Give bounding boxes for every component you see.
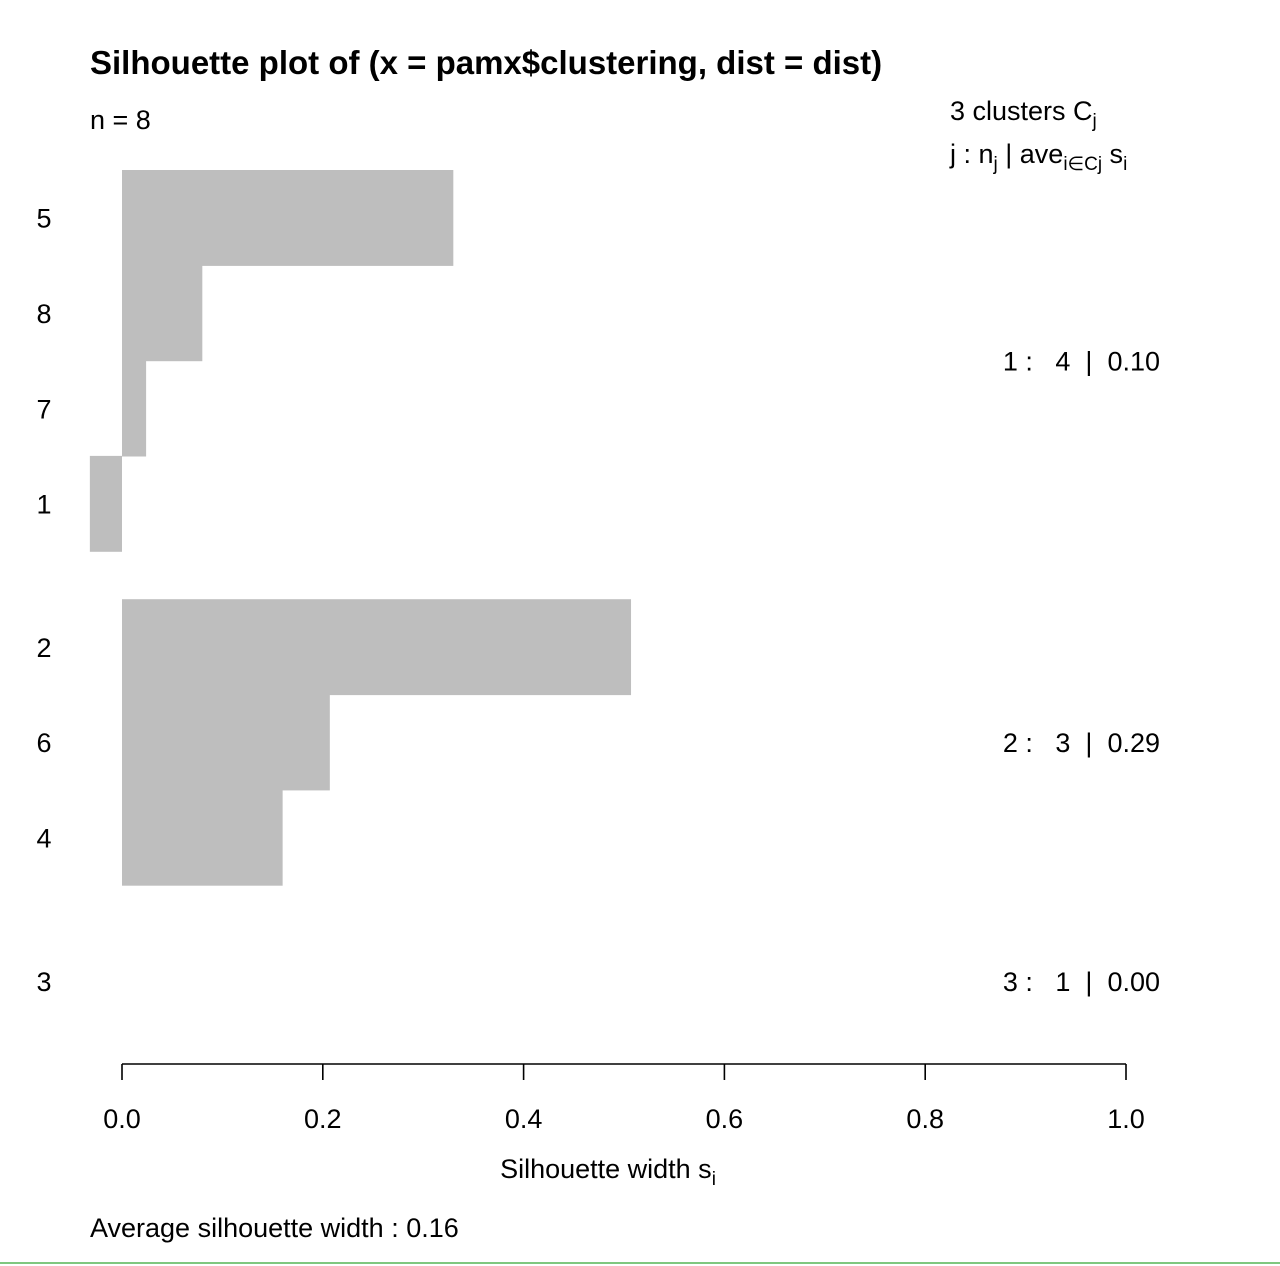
x-tick-label: 1.0 bbox=[1107, 1104, 1145, 1134]
chart-title: Silhouette plot of (x = pamx$clustering,… bbox=[90, 44, 882, 81]
row-label: 3 bbox=[36, 967, 51, 997]
average-silhouette-width: Average silhouette width : 0.16 bbox=[90, 1213, 459, 1243]
legend-header-a: j : n bbox=[949, 139, 994, 169]
row-label: 1 bbox=[36, 490, 51, 520]
legend-header-b: | ave bbox=[998, 139, 1064, 169]
legend-header-b-sub: i∈Cj bbox=[1063, 154, 1102, 175]
bars-layer bbox=[89, 170, 632, 886]
silhouette-bar bbox=[122, 265, 203, 362]
x-axis-title-main: Silhouette width s bbox=[500, 1154, 712, 1184]
x-tick-label: 0.2 bbox=[304, 1104, 342, 1134]
legend-header-line1: 3 clusters Cj bbox=[950, 96, 1097, 132]
x-axis: 0.0 0.2 0.4 0.6 0.8 1.0 bbox=[103, 1063, 1145, 1134]
silhouette-bar bbox=[122, 599, 632, 696]
x-ticks-layer: 0.0 0.2 0.4 0.6 0.8 1.0 bbox=[103, 1064, 1145, 1134]
row-label: 8 bbox=[36, 299, 51, 329]
cluster-summary: 2 : 3 | 0.29 bbox=[1003, 728, 1160, 758]
legend-header-c-sub: i bbox=[1123, 154, 1127, 175]
silhouette-bar bbox=[89, 455, 122, 552]
x-tick-label: 0.6 bbox=[706, 1104, 744, 1134]
x-axis-title: Silhouette width si bbox=[500, 1154, 716, 1190]
bottom-divider bbox=[0, 1262, 1280, 1264]
row-label: 7 bbox=[36, 394, 51, 424]
silhouette-bar bbox=[122, 360, 147, 457]
n-label: n = 8 bbox=[90, 105, 151, 135]
row-label: 2 bbox=[36, 633, 51, 663]
legend-header-line1-main: 3 clusters C bbox=[950, 96, 1093, 126]
cluster-summary: 1 : 4 | 0.10 bbox=[1003, 347, 1160, 377]
row-labels-layer: 5 8 7 1 2 6 4 3 bbox=[36, 204, 51, 997]
legend-header-c: s bbox=[1102, 139, 1123, 169]
silhouette-bar bbox=[122, 694, 330, 791]
cluster-summaries-layer: 1 : 4 | 0.10 2 : 3 | 0.29 3 : 1 | 0.00 bbox=[1003, 347, 1160, 997]
row-label: 5 bbox=[36, 204, 51, 234]
x-tick-label: 0.0 bbox=[103, 1104, 141, 1134]
row-label: 6 bbox=[36, 728, 51, 758]
legend-header-line1-sub: j bbox=[1092, 111, 1097, 132]
x-tick-label: 0.4 bbox=[505, 1104, 543, 1134]
legend-header-line2: j : nj | avei∈Cj si bbox=[949, 139, 1127, 175]
silhouette-bar bbox=[122, 170, 454, 266]
x-tick-label: 0.8 bbox=[906, 1104, 944, 1134]
cluster-summary: 3 : 1 | 0.00 bbox=[1003, 967, 1160, 997]
x-axis-title-sub: i bbox=[712, 1169, 716, 1190]
silhouette-bar bbox=[122, 789, 283, 886]
legend-header-a-sub: j bbox=[993, 154, 998, 175]
row-label: 4 bbox=[36, 823, 51, 853]
